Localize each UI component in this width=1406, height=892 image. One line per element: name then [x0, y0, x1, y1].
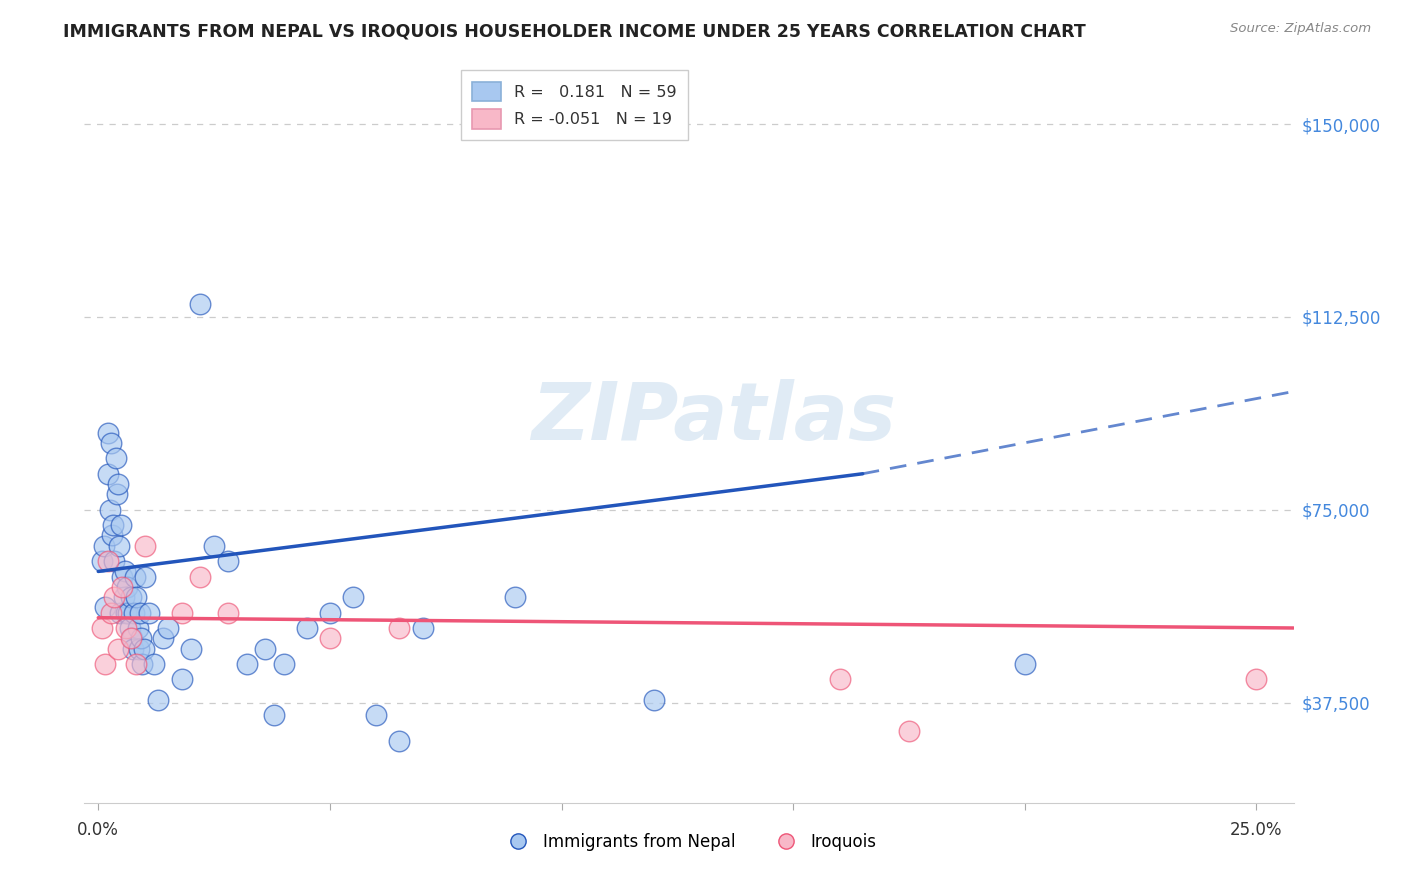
Point [100, 436, 122, 450]
Point [388, 734, 411, 748]
Point [121, 632, 143, 646]
Point [412, 621, 434, 635]
Point [93, 539, 115, 553]
Point [111, 569, 134, 583]
Point [94, 600, 117, 615]
Point [97, 554, 120, 568]
Text: IMMIGRANTS FROM NEPAL VS IROQUOIS HOUSEHOLDER INCOME UNDER 25 YEARS CORRELATION : IMMIGRANTS FROM NEPAL VS IROQUOIS HOUSEH… [63, 22, 1085, 40]
Point [1246, 673, 1268, 687]
Point [115, 580, 138, 594]
Point [152, 632, 174, 646]
Point [217, 606, 239, 620]
Point [142, 657, 165, 671]
Point [96, 425, 118, 440]
Point [170, 673, 193, 687]
Point [114, 565, 136, 579]
Point [188, 569, 211, 583]
Point [129, 632, 152, 646]
Point [898, 723, 921, 738]
Point [188, 297, 211, 311]
Point [120, 590, 142, 604]
Point [138, 606, 160, 620]
Point [120, 632, 142, 646]
Point [134, 539, 156, 553]
Point [342, 590, 364, 604]
Point [125, 657, 148, 671]
Point [180, 641, 202, 656]
Point [319, 606, 342, 620]
Point [115, 606, 138, 620]
Point [91, 554, 114, 568]
Point [170, 606, 193, 620]
Point [101, 528, 124, 542]
Point [101, 518, 124, 533]
Point [125, 590, 148, 604]
Point [254, 641, 277, 656]
Point [128, 641, 150, 656]
Point [110, 606, 132, 620]
Point [319, 632, 342, 646]
Point [131, 657, 153, 671]
Point [217, 554, 239, 568]
Point [117, 606, 139, 620]
Point [108, 539, 131, 553]
Point [273, 657, 295, 671]
Point [388, 621, 411, 635]
Point [97, 467, 120, 481]
Point [107, 477, 129, 491]
Point [118, 621, 141, 635]
Point [107, 641, 129, 656]
Point [235, 657, 257, 671]
Point [263, 708, 285, 723]
Text: ZIPatlas: ZIPatlas [530, 379, 896, 457]
Point [104, 451, 127, 466]
Point [100, 606, 122, 620]
Point [122, 641, 145, 656]
Point [103, 590, 125, 604]
Point [94, 657, 117, 671]
Point [98, 502, 121, 516]
Point [503, 590, 526, 604]
Text: Source: ZipAtlas.com: Source: ZipAtlas.com [1230, 22, 1371, 36]
Point [129, 606, 152, 620]
Point [148, 693, 170, 707]
Point [115, 621, 138, 635]
Point [643, 693, 665, 707]
Point [110, 518, 132, 533]
Point [111, 580, 134, 594]
Point [366, 708, 388, 723]
Point [105, 487, 128, 501]
Point [156, 621, 179, 635]
Point [124, 606, 146, 620]
Legend: Immigrants from Nepal, Iroquois: Immigrants from Nepal, Iroquois [495, 826, 883, 857]
Point [112, 590, 135, 604]
Point [134, 569, 156, 583]
Point [91, 621, 114, 635]
Point [295, 621, 318, 635]
Point [127, 621, 149, 635]
Point [1014, 657, 1036, 671]
Point [202, 539, 225, 553]
Point [828, 673, 851, 687]
Point [124, 569, 146, 583]
Point [132, 641, 155, 656]
Point [103, 554, 125, 568]
